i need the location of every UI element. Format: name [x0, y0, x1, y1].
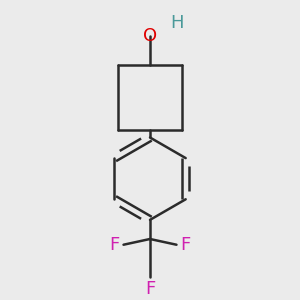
Text: F: F	[145, 280, 155, 298]
Text: F: F	[110, 236, 120, 254]
Text: O: O	[143, 27, 157, 45]
Text: F: F	[180, 236, 190, 254]
Text: H: H	[171, 14, 184, 32]
